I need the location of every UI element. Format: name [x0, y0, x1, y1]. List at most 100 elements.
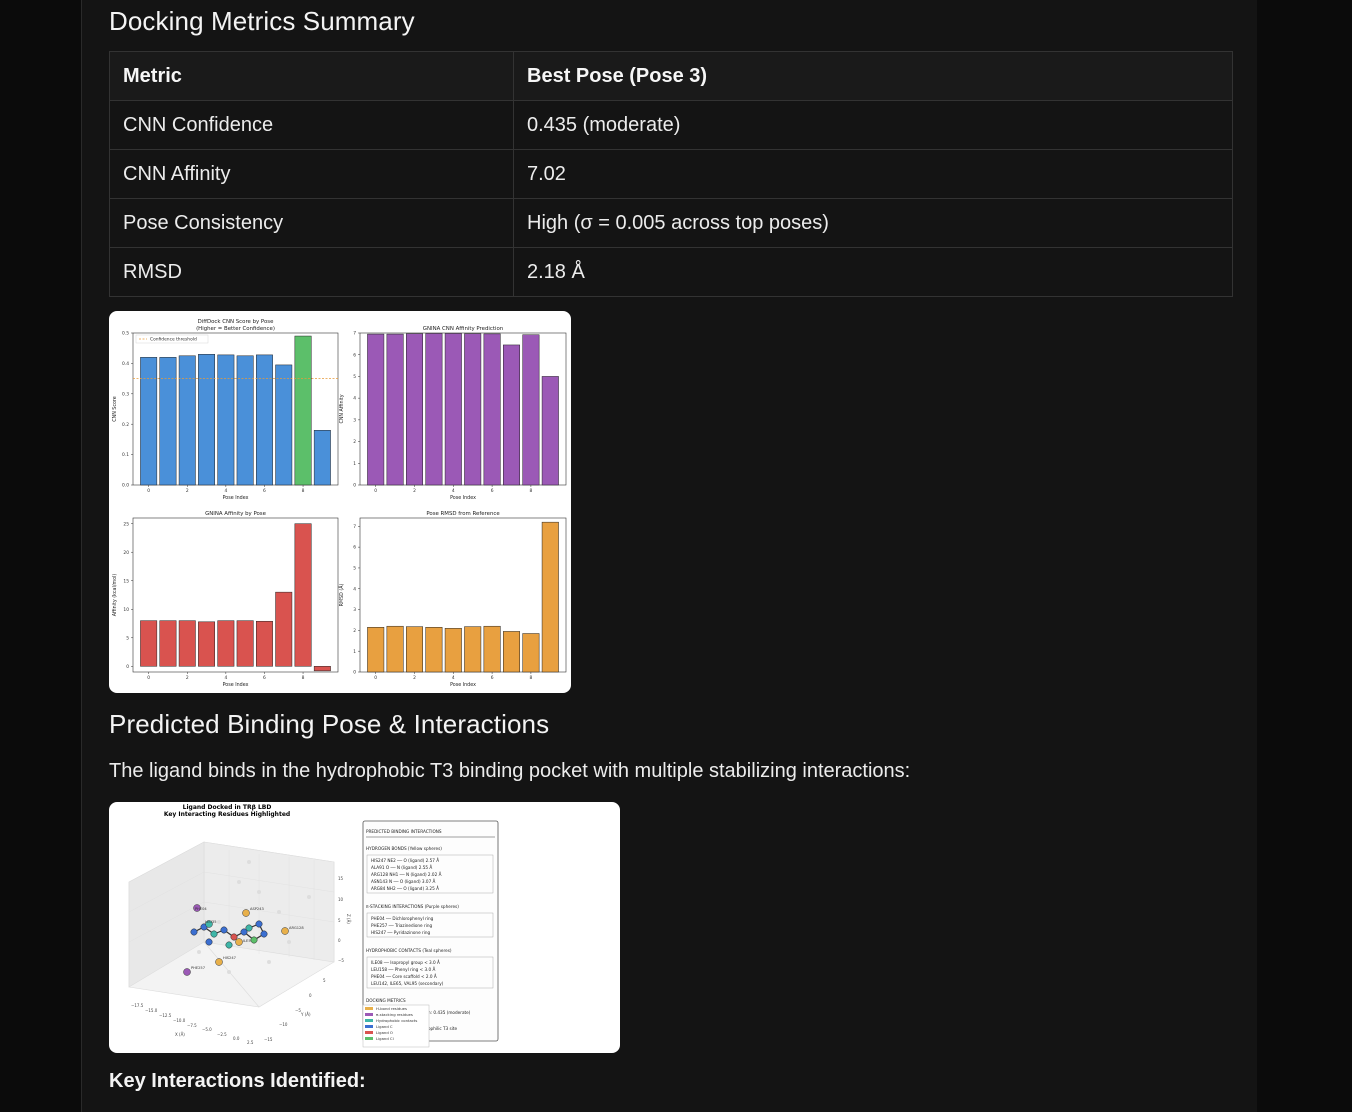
legend-label: Hydrophobic contacts	[376, 1018, 417, 1023]
bar	[425, 627, 443, 673]
legend-label: π-stacking residues	[376, 1012, 413, 1017]
stack-line: PHE257 ── Triazinedione ring	[371, 923, 432, 928]
bar	[541, 521, 559, 673]
bar	[425, 333, 443, 486]
x-tick: −10.0	[173, 1018, 186, 1023]
y-tick-label: 4	[353, 586, 356, 592]
y-tick-label: 0	[126, 664, 129, 670]
y-axis-label: RMSD (Å)	[338, 583, 345, 606]
metric-name-cell: Pose Consistency	[109, 198, 514, 248]
x-axis-label: Pose Index	[223, 682, 249, 688]
x-tick: −17.5	[131, 1003, 144, 1008]
hbond-line: ARG84 NH2 ── O (ligand) 3.25 Å	[371, 886, 439, 891]
x-tick-label: 6	[263, 488, 266, 494]
y-tick: −5	[295, 1008, 301, 1013]
bar	[217, 620, 235, 667]
table-row: Pose Consistency High (σ = 0.005 across …	[109, 198, 1233, 248]
metrics-line: ophilic T3 site	[428, 1026, 458, 1031]
x-axis-ticks: −17.5 −15.0 −12.5 −10.0 −7.5 −5.0 −2.5 0…	[131, 1003, 254, 1045]
protein-atoms	[197, 860, 311, 974]
x-tick-label: 0	[147, 675, 150, 681]
metric-value-cell: 7.02	[513, 149, 1233, 199]
x-tick-label: 4	[452, 488, 455, 494]
legend-box	[135, 334, 209, 344]
binding-pose-heading: Predicted Binding Pose & Interactions	[109, 709, 550, 739]
bar	[483, 625, 501, 673]
z-tick: 5	[338, 918, 341, 923]
x-tick-label: 0	[147, 488, 150, 494]
x-tick-label: 0	[374, 488, 377, 494]
y-tick-label: 4	[353, 396, 356, 402]
residue-markers	[183, 904, 289, 976]
x-tick-label: 2	[413, 675, 416, 681]
y-tick-label: 1	[353, 649, 356, 655]
x-tick: 2.5	[247, 1040, 254, 1045]
bar	[541, 376, 559, 486]
fig2-legend: H-bond residues π-stacking residues Hydr…	[365, 1006, 417, 1041]
bar	[255, 620, 273, 667]
bar	[367, 333, 385, 486]
intro-paragraph: The ligand binds in the hydrophobic T3 b…	[109, 760, 911, 782]
interactions-panel: PREDICTED BINDING INTERACTIONS HYDROGEN …	[362, 820, 499, 1048]
bar	[386, 625, 404, 673]
bar	[294, 523, 312, 667]
x-tick-label: 8	[302, 488, 305, 494]
x-tick: −5.0	[202, 1027, 212, 1032]
metrics-table: Metric Best Pose (Pose 3) CNN Confidence…	[109, 51, 1233, 297]
chart-title: GNINA Affinity by Pose	[205, 511, 267, 517]
table-row: RMSD 2.18 Å	[109, 247, 1233, 297]
y-tick-label: 0.1	[122, 452, 129, 458]
x-tick-label: 6	[263, 675, 266, 681]
z-axis-ticks: 15 10 5 0 −5	[338, 876, 344, 963]
x-tick-label: 4	[224, 488, 227, 494]
table-row: CNN Affinity 7.02	[109, 149, 1233, 199]
y-tick-label: 25	[123, 521, 129, 527]
bar	[140, 620, 158, 667]
y-tick: 5	[323, 978, 326, 983]
legend-label: Confidence threshold	[150, 337, 197, 343]
metric-name-cell: CNN Affinity	[109, 149, 514, 199]
bar	[483, 333, 501, 486]
y-tick-label: 7	[353, 524, 356, 530]
legend-label: Ligand C	[376, 1024, 393, 1029]
x-tick-label: 4	[452, 675, 455, 681]
metric-value-cell: 0.435 (moderate)	[513, 100, 1233, 150]
bar	[198, 621, 216, 667]
bar	[386, 333, 404, 486]
bar	[464, 333, 482, 486]
z-tick: 15	[338, 876, 344, 881]
x-tick-label: 2	[186, 675, 189, 681]
x-axis-label: X (Å)	[175, 1032, 185, 1037]
bar	[444, 628, 462, 673]
bar	[406, 626, 423, 673]
y-axis-label: CNN Affinity	[339, 394, 345, 423]
metrics-line: n: 0.435 (moderate)	[428, 1010, 471, 1015]
right-gutter	[1257, 0, 1352, 1112]
bar	[217, 354, 235, 486]
y-tick-label: 0.4	[122, 361, 129, 367]
x-axis-label: Pose Index	[223, 495, 249, 501]
y-tick-label: 2	[353, 439, 356, 445]
z-tick: 10	[338, 897, 344, 902]
panel-title: PREDICTED BINDING INTERACTIONS	[366, 829, 442, 834]
bar	[464, 626, 482, 673]
chart-title: DiffDock CNN Score by Pose	[198, 319, 274, 325]
x-tick: 0.0	[233, 1036, 240, 1041]
x-tick-label: 8	[302, 675, 305, 681]
x-tick-label: 6	[491, 675, 494, 681]
docking-summary-heading: Docking Metrics Summary	[109, 6, 415, 36]
bar	[198, 354, 216, 486]
x-tick: −2.5	[217, 1032, 227, 1037]
y-axis-ticks: 5 0 −5 −10 −15	[264, 978, 326, 1042]
y-tick: −15	[264, 1037, 273, 1042]
y-tick-label: 2	[353, 628, 356, 634]
x-tick-label: 2	[413, 488, 416, 494]
y-tick: −10	[279, 1022, 288, 1027]
bar	[367, 627, 385, 673]
metric-name-cell: CNN Confidence	[109, 100, 514, 150]
metric-value-cell: 2.18 Å	[513, 247, 1233, 297]
x-tick-label: 8	[530, 488, 533, 494]
bar	[503, 344, 520, 486]
hbond-header: HYDROGEN BONDS (Yellow spheres)	[366, 846, 442, 851]
bar	[236, 355, 254, 486]
